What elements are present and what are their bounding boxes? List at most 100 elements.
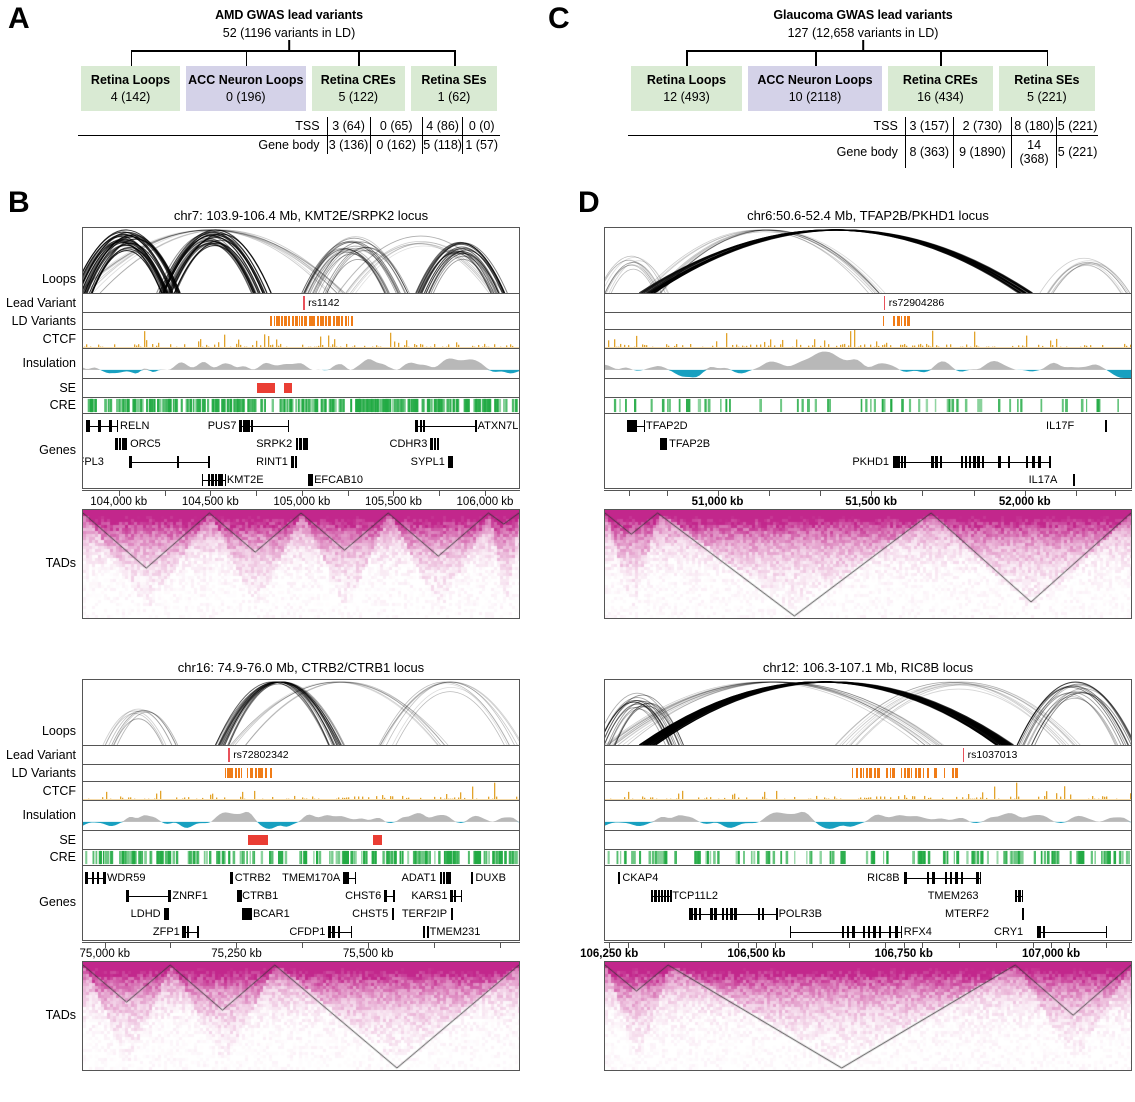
- gene-exon: [311, 474, 314, 486]
- gene-CRY1[interactable]: CRY1: [605, 924, 1131, 940]
- gene-CHST5[interactable]: CHST5: [83, 906, 519, 922]
- gene-exon: [895, 926, 898, 938]
- axis-minor-tick: [768, 490, 770, 496]
- category-box-2[interactable]: ACC Neuron Loops 10 (2118): [747, 66, 883, 111]
- category-box-1[interactable]: Retina Loops 4 (142): [81, 66, 181, 111]
- gene-exon: [1042, 926, 1046, 938]
- gene-CFDP1[interactable]: CFDP1: [83, 924, 519, 940]
- category-label: ACC Neuron Loops: [188, 73, 304, 87]
- panel-a-summary: AMD GWAS lead variants 52 (1196 variants…: [78, 8, 500, 154]
- axis-major-tick: [118, 490, 120, 496]
- axis-minor-tick: [1106, 942, 1108, 948]
- gene-end-cap: [287, 420, 290, 432]
- gene-RELN[interactable]: RELN: [83, 418, 519, 434]
- gene-CKAP4[interactable]: CKAP4: [605, 870, 1131, 886]
- connector-stem: [288, 40, 290, 51]
- gene-LDHD[interactable]: LDHD: [83, 906, 519, 922]
- gene-CTRB2[interactable]: CTRB2: [83, 870, 519, 886]
- gene-exon: [450, 908, 453, 920]
- gene-end-cap: [651, 890, 653, 902]
- gene-TMEM170A[interactable]: TMEM170A: [83, 870, 519, 886]
- gene-BCAR1[interactable]: BCAR1: [83, 906, 519, 922]
- stat-cell: 0 (0): [462, 117, 500, 136]
- category-box-2[interactable]: ACC Neuron Loops 0 (196): [186, 66, 306, 111]
- ld-variant-tick: [922, 768, 924, 778]
- gene-exon: [442, 872, 446, 884]
- gene-exon: [91, 872, 95, 884]
- gene-ADAT1[interactable]: ADAT1: [83, 870, 519, 886]
- gene-label: DUXB: [475, 871, 506, 884]
- category-box-3[interactable]: Retina CREs 16 (434): [888, 66, 993, 111]
- axis-minor-tick: [958, 942, 960, 948]
- gene-exon: [244, 908, 247, 920]
- axis-major-tick: [484, 490, 486, 496]
- axis-major-tick: [368, 942, 370, 948]
- gene-end-cap: [1105, 926, 1108, 938]
- gene-MTERF2[interactable]: MTERF2: [605, 906, 1131, 922]
- gene-CHST6[interactable]: CHST6: [83, 888, 519, 904]
- gene-TFAP2D[interactable]: TFAP2D: [605, 418, 1131, 434]
- gene-exon: [1038, 926, 1041, 938]
- gene-label: LHFPL3: [83, 455, 104, 468]
- lead-variant-marker[interactable]: [303, 296, 305, 310]
- gene-EFCAB10[interactable]: EFCAB10: [83, 472, 519, 488]
- gene-TCP11L2[interactable]: TCP11L2: [605, 888, 1131, 904]
- gene-SRPK2[interactable]: SRPK2: [83, 436, 519, 452]
- lead-variant-marker[interactable]: [228, 748, 230, 762]
- gene-CTRB1[interactable]: CTRB1: [83, 888, 519, 904]
- gene-exon: [346, 872, 349, 884]
- gene-ZNRF1[interactable]: ZNRF1: [83, 888, 519, 904]
- gene-ATXN7L1[interactable]: ATXN7L1: [83, 418, 519, 434]
- panel-letter-c: C: [548, 2, 570, 35]
- ld-variant-tick: [234, 768, 237, 778]
- gene-KARS1[interactable]: KARS1: [83, 888, 519, 904]
- gene-PUS7[interactable]: PUS7: [83, 418, 519, 434]
- axis-minor-tick: [664, 942, 666, 948]
- category-box-4[interactable]: Retina SEs 5 (221): [998, 66, 1095, 111]
- category-box-1[interactable]: Retina Loops 12 (493): [631, 66, 742, 111]
- gene-RIC8B[interactable]: RIC8B: [605, 870, 1131, 886]
- stat-row-label: TSS: [78, 117, 328, 136]
- gene-LHFPL3[interactable]: LHFPL3: [83, 454, 519, 470]
- gene-RFX4[interactable]: RFX4: [605, 924, 1131, 940]
- gene-CDHR3[interactable]: CDHR3: [83, 436, 519, 452]
- gene-exon: [662, 438, 666, 450]
- gene-exon: [211, 474, 214, 486]
- gene-body-line: [415, 425, 476, 427]
- category-box-3[interactable]: Retina CREs 5 (122): [311, 66, 405, 111]
- ld-variant-tick: [229, 768, 232, 778]
- ld-variants-track: [83, 765, 519, 782]
- gene-KMT2E[interactable]: KMT2E: [83, 472, 519, 488]
- gene-ORC5[interactable]: ORC5: [83, 436, 519, 452]
- gene-exon: [103, 872, 106, 884]
- lead-variant-marker[interactable]: [883, 296, 886, 310]
- gene-SYPL1[interactable]: SYPL1: [83, 454, 519, 470]
- axis-major-tick: [756, 942, 758, 948]
- gene-ZFP1[interactable]: ZFP1: [83, 924, 519, 940]
- gene-body-line: [342, 877, 356, 879]
- ld-variant-tick: [281, 316, 284, 326]
- category-box-4[interactable]: Retina SEs 1 (62): [411, 66, 497, 111]
- gene-TFAP2B[interactable]: TFAP2B: [605, 436, 1131, 452]
- gene-TMEM231[interactable]: TMEM231: [83, 924, 519, 940]
- lead-variant-marker[interactable]: [962, 748, 965, 762]
- category-value: 5 (122): [338, 90, 379, 104]
- gene-exon: [725, 908, 729, 920]
- gene-exon: [981, 456, 984, 468]
- gene-end-cap: [790, 926, 792, 938]
- gene-PKHD1[interactable]: PKHD1: [605, 454, 1131, 470]
- track-label-column: Loops Lead Variant LD Variants CTCF Insulati…: [0, 227, 76, 619]
- genome-browser-chr7-kmt2e: chr7: 103.9-106.4 Mb, KMT2E/SRPK2 locus L…: [0, 208, 520, 629]
- ld-variant-tick: [292, 316, 295, 326]
- gene-TMEM263[interactable]: TMEM263: [605, 888, 1131, 904]
- gene-end-cap: [776, 908, 778, 920]
- cre-track: [605, 398, 1131, 414]
- gene-POLR3B[interactable]: POLR3B: [605, 906, 1131, 922]
- gene-IL17A[interactable]: IL17A: [605, 472, 1131, 488]
- gene-WDR59[interactable]: WDR59: [83, 870, 519, 886]
- gene-DUXB[interactable]: DUXB: [83, 870, 519, 886]
- gene-IL17F[interactable]: IL17F: [605, 418, 1131, 434]
- gene-RINT1[interactable]: RINT1: [83, 454, 519, 470]
- gene-TERF2IP[interactable]: TERF2IP: [83, 906, 519, 922]
- gene-exon: [664, 438, 668, 450]
